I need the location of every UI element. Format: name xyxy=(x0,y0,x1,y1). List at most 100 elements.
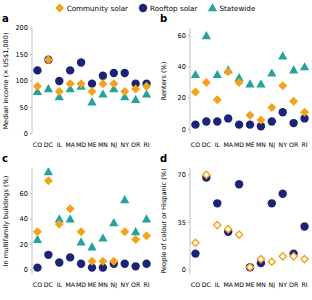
point xyxy=(279,108,287,116)
series xyxy=(192,171,308,271)
point xyxy=(202,78,211,87)
point xyxy=(76,237,85,245)
point xyxy=(246,264,253,271)
y-tick-label: 70 xyxy=(178,171,186,179)
legend-label: Statewide xyxy=(219,4,255,13)
point xyxy=(289,65,298,73)
y-tick-label: 50 xyxy=(20,104,28,112)
point xyxy=(202,31,211,39)
x-tick-label: MN xyxy=(256,141,266,148)
point xyxy=(300,62,309,70)
point xyxy=(120,87,129,96)
point xyxy=(213,199,221,207)
y-tick xyxy=(30,81,32,82)
y-tick-label: 40 xyxy=(178,63,186,71)
x-tick-label: NY xyxy=(121,141,130,148)
point xyxy=(142,82,151,91)
legend-marker xyxy=(139,4,147,12)
point xyxy=(256,115,265,124)
point xyxy=(66,214,75,222)
point xyxy=(55,258,63,266)
x-tick-label: MA xyxy=(65,141,75,148)
series xyxy=(33,176,151,265)
point xyxy=(191,87,200,96)
y-tick-label: 35 xyxy=(178,219,186,227)
y-tick xyxy=(30,134,32,135)
x-tick-label: NJ xyxy=(111,141,118,149)
panel-label: b xyxy=(160,13,167,24)
x-tick-label: MD xyxy=(76,281,86,288)
point xyxy=(109,79,118,88)
point xyxy=(77,227,86,236)
point xyxy=(268,258,275,265)
y-tick xyxy=(30,28,32,29)
x-tick-label: NJ xyxy=(111,281,118,289)
x-tick-label: OR xyxy=(289,281,299,288)
x-tick-label: ME xyxy=(87,281,96,288)
y-tick xyxy=(30,219,32,220)
legend-label: Rooftop solar xyxy=(150,4,197,13)
x-tick-label: MN xyxy=(256,281,266,288)
point xyxy=(120,227,129,236)
y-tick-label: 20 xyxy=(20,241,28,249)
point xyxy=(279,253,286,260)
x-tick-label: MD xyxy=(234,141,244,148)
x-tick-label: NY xyxy=(121,281,130,288)
point xyxy=(131,95,140,103)
point xyxy=(142,214,151,222)
point xyxy=(109,257,118,266)
legend-marker xyxy=(208,3,217,11)
y-tick xyxy=(188,35,190,36)
point xyxy=(110,69,118,77)
x-tick-label: DC xyxy=(44,141,53,148)
point xyxy=(44,55,53,64)
panel: dPeople of colour or Hispanic (%)03570CO… xyxy=(160,153,309,289)
y-tick-label: 0 xyxy=(24,266,28,274)
marks xyxy=(33,55,151,105)
x-tick-label: ME xyxy=(245,141,254,148)
y-tick xyxy=(188,66,190,67)
y-tick xyxy=(188,98,190,99)
point xyxy=(256,79,265,87)
y-tick-label: 150 xyxy=(15,51,28,59)
point xyxy=(98,89,107,97)
x-tick-label: MA xyxy=(65,281,75,288)
point xyxy=(191,120,199,128)
series xyxy=(33,55,151,96)
point xyxy=(98,233,107,241)
point xyxy=(66,79,75,88)
y-tick xyxy=(30,270,32,271)
point xyxy=(44,84,53,92)
y-tick-label: 60 xyxy=(20,190,28,198)
point xyxy=(300,108,309,117)
point xyxy=(202,117,210,125)
panel: cIn multifamily buildings (%)0204060CODC… xyxy=(2,153,151,289)
y-axis-line xyxy=(32,168,33,274)
series xyxy=(191,173,308,271)
series xyxy=(33,168,151,251)
point xyxy=(77,79,86,88)
point xyxy=(224,67,233,76)
point xyxy=(279,190,287,198)
point xyxy=(121,69,129,77)
x-tick-label: DC xyxy=(44,281,53,288)
x-tick-label: RI xyxy=(143,141,149,148)
point xyxy=(142,260,150,268)
point xyxy=(301,255,308,262)
x-tick-label: CO xyxy=(191,281,200,288)
panel-label: c xyxy=(2,153,8,164)
y-tick-label: 0 xyxy=(182,266,186,274)
point xyxy=(213,95,222,104)
point xyxy=(88,79,96,87)
series xyxy=(191,67,309,124)
x-tick-label: CO xyxy=(33,281,42,288)
point xyxy=(87,242,96,250)
marks xyxy=(191,31,309,130)
point xyxy=(88,87,97,96)
point xyxy=(203,171,210,178)
point xyxy=(224,114,232,122)
point xyxy=(278,51,287,59)
panel-label: d xyxy=(160,153,167,164)
point xyxy=(44,56,52,64)
point xyxy=(88,257,97,266)
